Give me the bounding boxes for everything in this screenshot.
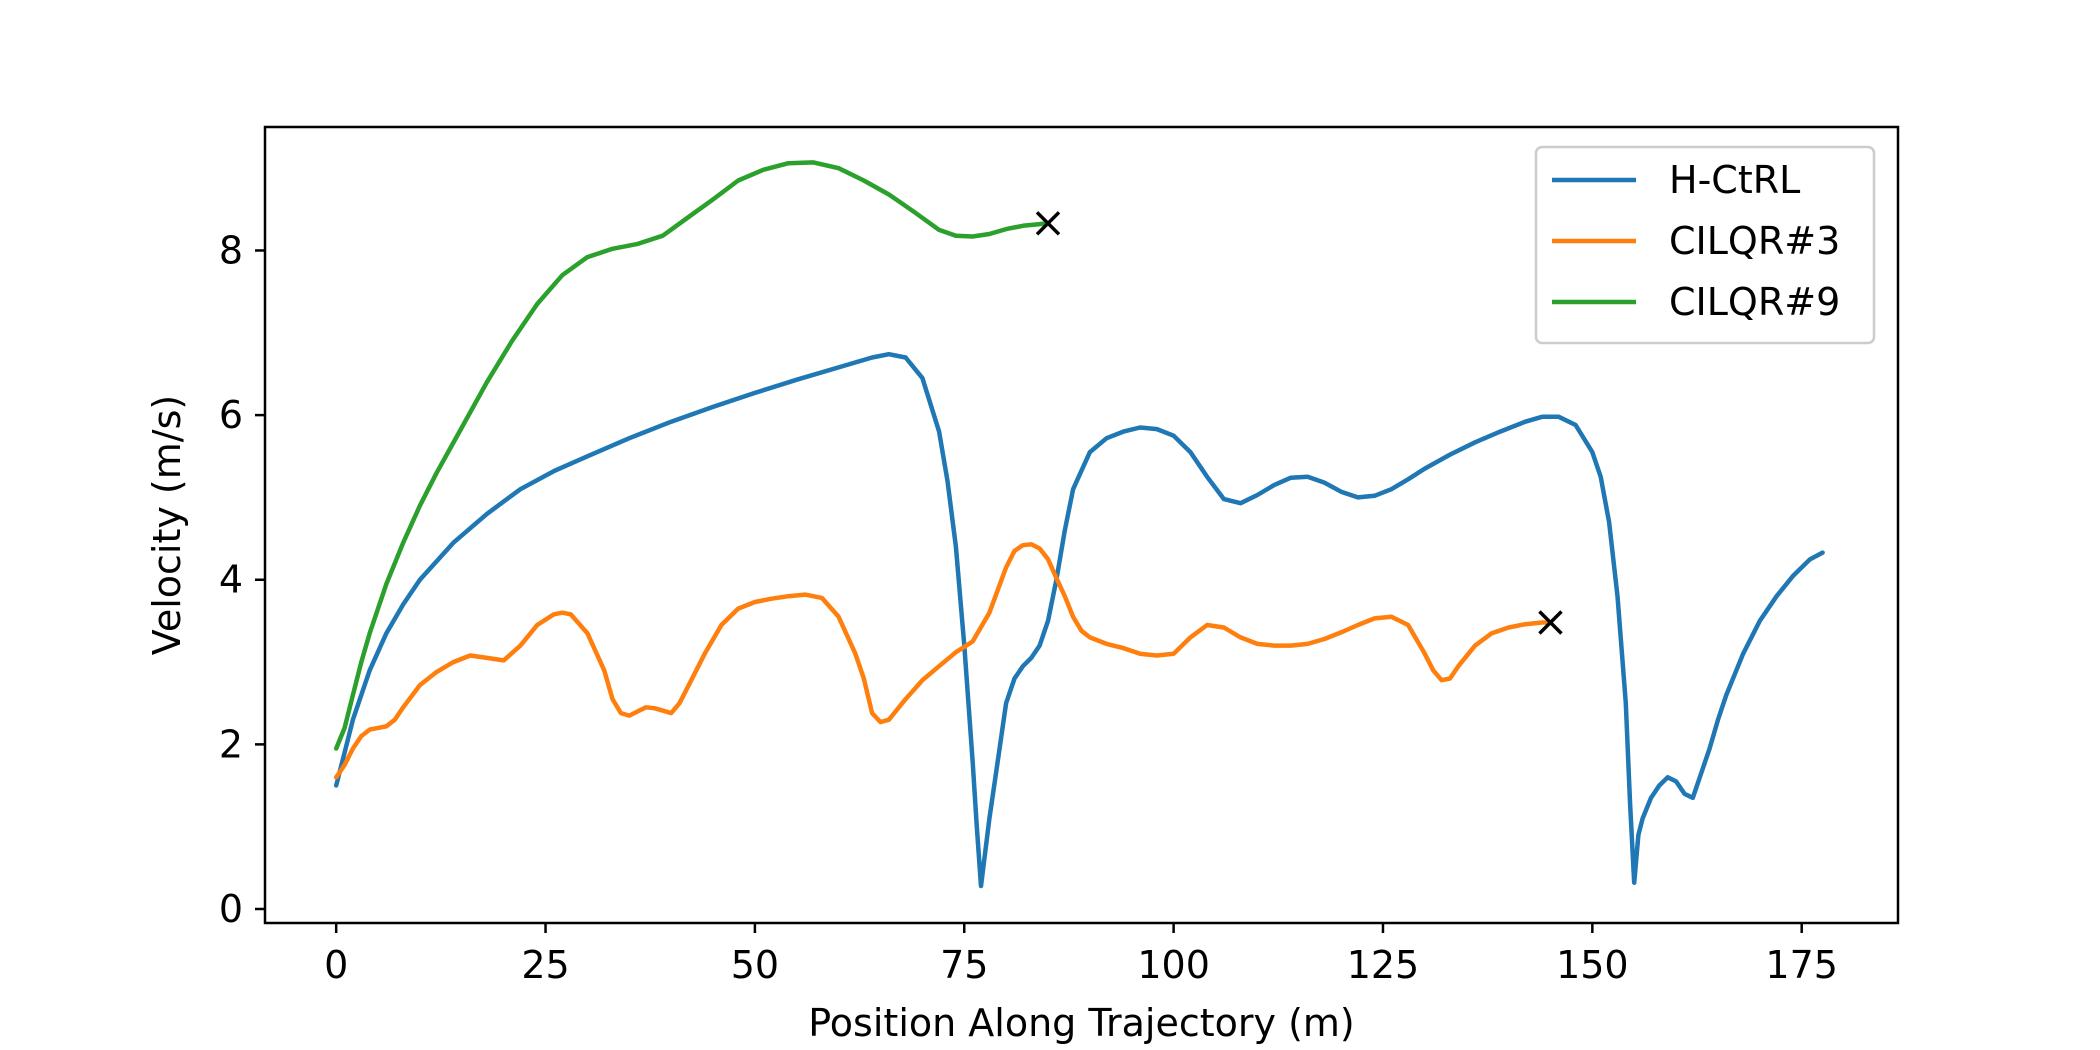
x-tick-label: 150 xyxy=(1556,943,1629,987)
legend-label: CILQR#9 xyxy=(1669,280,1840,324)
y-axis-label: Velocity (m/s) xyxy=(145,395,189,655)
end-marker-cilqr-9 xyxy=(1035,211,1061,236)
end-markers xyxy=(1035,211,1563,635)
y-tick-label: 2 xyxy=(219,722,243,766)
y-tick-label: 6 xyxy=(219,393,243,437)
end-marker-cilqr-3 xyxy=(1538,610,1563,635)
series-line-cilqr-9 xyxy=(333,160,1051,751)
x-tick-label: 125 xyxy=(1347,943,1420,987)
y-tick-label: 4 xyxy=(219,558,243,602)
x-axis-ticks: 0 25 50 75 100 125 150 175 xyxy=(324,923,1838,987)
x-tick-label: 50 xyxy=(731,943,779,987)
series-line-h-ctrl xyxy=(333,351,1825,889)
x-tick-label: 0 xyxy=(324,943,348,987)
plot-frame xyxy=(263,125,1900,925)
x-tick-label: 75 xyxy=(940,943,988,987)
legend-box xyxy=(1534,145,1876,345)
legend-label: H-CtRL xyxy=(1669,158,1800,202)
x-axis-label: Position Along Trajectory (m) xyxy=(808,1001,1355,1045)
y-tick-label: 8 xyxy=(219,228,243,272)
legend: H-CtRL CILQR#3 CILQR#9 xyxy=(1534,145,1876,345)
legend-item-cilqr-3: CILQR#3 xyxy=(1552,219,1840,263)
x-tick-label: 100 xyxy=(1137,943,1210,987)
x-tick-label: 25 xyxy=(521,943,569,987)
series-line-cilqr-3 xyxy=(333,542,1553,780)
legend-item-cilqr-9: CILQR#9 xyxy=(1552,280,1840,324)
legend-item-h-ctrl: H-CtRL xyxy=(1552,158,1800,202)
y-tick-label: 0 xyxy=(219,887,243,931)
legend-label: CILQR#3 xyxy=(1669,219,1840,263)
series-lines xyxy=(333,160,1825,889)
y-axis-ticks: 0 2 4 6 8 xyxy=(219,228,265,931)
x-tick-label: 175 xyxy=(1765,943,1838,987)
